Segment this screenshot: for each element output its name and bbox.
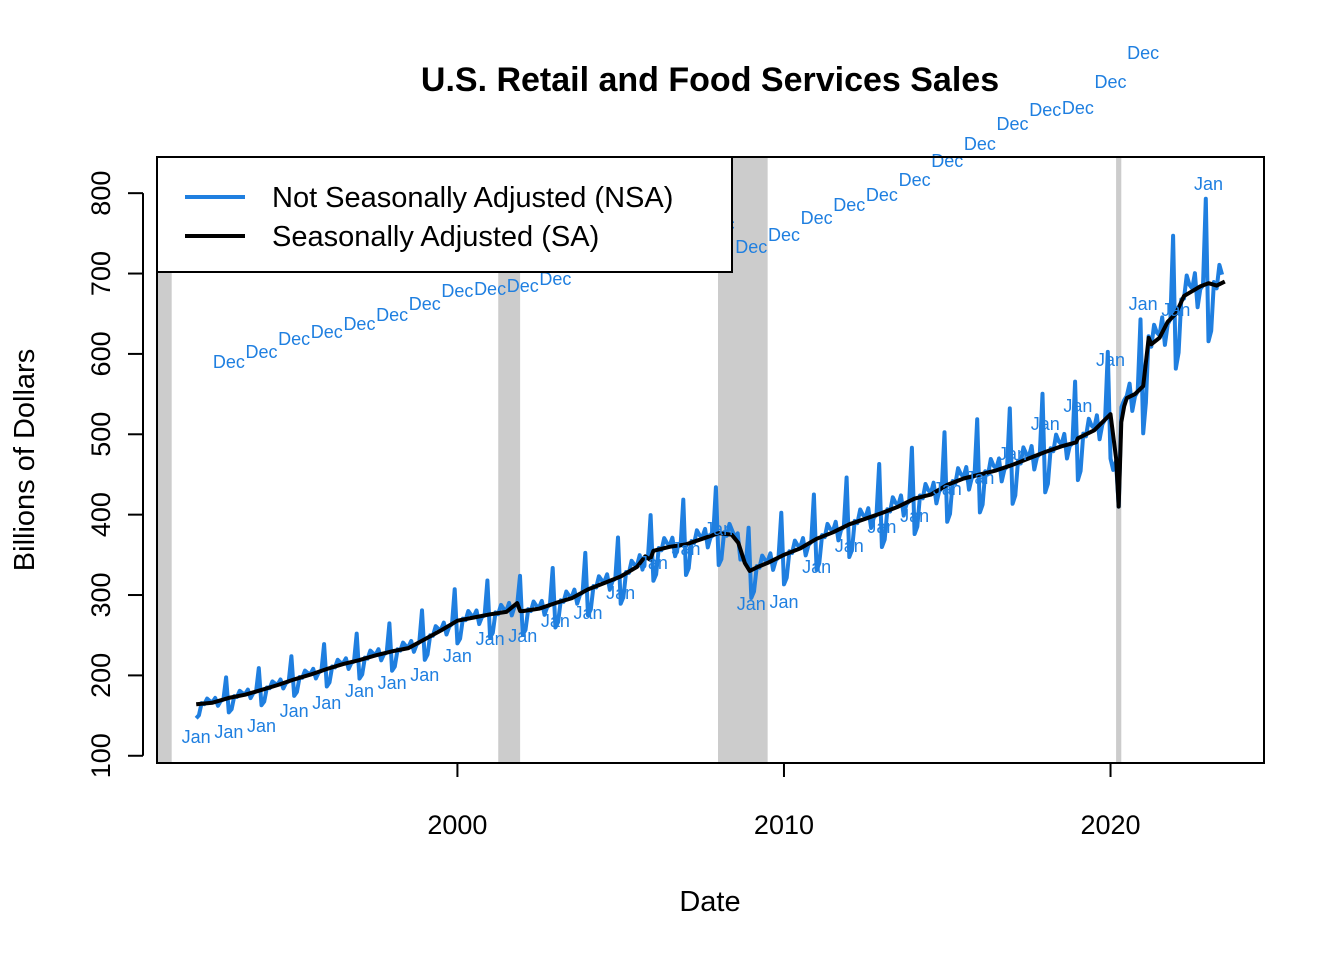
dec-label-2: Dec [245, 342, 277, 362]
legend-label-nsa: Not Seasonally Adjusted (NSA) [272, 182, 673, 214]
jan-label-30: Jan [1129, 294, 1158, 314]
jan-label-16: Jan [671, 539, 700, 559]
legend-box [156, 156, 733, 273]
sa-series-group [196, 279, 1226, 707]
jan-label-29: Jan [1096, 350, 1125, 370]
x-tick-label-2020: 2020 [1080, 810, 1140, 840]
dec-label-8: Dec [441, 281, 473, 301]
jan-label-10: Jan [476, 629, 505, 649]
jan-label-20: Jan [802, 557, 831, 577]
dec-label-10: Dec [507, 276, 539, 296]
jan-label-12: Jan [541, 611, 570, 631]
jan-label-28: Jan [1063, 396, 1092, 416]
jan-label-4: Jan [280, 701, 309, 721]
jan-label-27: Jan [1031, 414, 1060, 434]
jan-label-5: Jan [312, 693, 341, 713]
jan-label-1: Jan [182, 727, 211, 747]
dec-label-6: Dec [376, 305, 408, 325]
x-tick-label-2010: 2010 [754, 810, 814, 840]
jan-label-6: Jan [345, 681, 374, 701]
jan-label-13: Jan [574, 603, 603, 623]
jan-label-7: Jan [378, 673, 407, 693]
jan-label-18: Jan [737, 594, 766, 614]
y-tick-label-800: 800 [86, 171, 116, 216]
dec-label-25: Dec [997, 114, 1029, 134]
jan-label-2: Jan [214, 722, 243, 742]
jan-label-26: Jan [998, 444, 1027, 464]
jan-label-3: Jan [247, 716, 276, 736]
jan-label-15: Jan [639, 553, 668, 573]
dec-label-21: Dec [866, 185, 898, 205]
recession-band-1 [157, 157, 172, 763]
sa-series-line [196, 279, 1226, 707]
dec-label-26: Dec [1029, 100, 1061, 120]
x-axis: 2000 2010 2020 [427, 763, 1141, 840]
jan-label-17: Jan [704, 519, 733, 539]
jan-label-8: Jan [410, 665, 439, 685]
dec-label-11: Dec [539, 269, 571, 289]
y-tick-label-300: 300 [86, 572, 116, 617]
chart-title: U.S. Retail and Food Services Sales [421, 61, 999, 99]
legend: Not Seasonally Adjusted (NSA) Seasonally… [156, 156, 733, 273]
dec-label-18: Dec [768, 225, 800, 245]
dec-label-22: Dec [899, 170, 931, 190]
dec-label-20: Dec [833, 195, 865, 215]
jan-label-9: Jan [443, 646, 472, 666]
legend-label-sa: Seasonally Adjusted (SA) [272, 221, 599, 253]
y-tick-label-700: 700 [86, 251, 116, 296]
dec-label-27: Dec [1062, 98, 1094, 118]
y-axis: 100 200 300 400 500 600 700 800 [86, 171, 144, 778]
dec-label-1: Dec [213, 352, 245, 372]
y-tick-label-400: 400 [86, 492, 116, 537]
dec-label-5: Dec [343, 314, 375, 334]
jan-label-25: Jan [965, 468, 994, 488]
y-tick-label-500: 500 [86, 412, 116, 457]
dec-label-29: Dec [1127, 43, 1159, 63]
dec-label-24: Dec [964, 134, 996, 154]
jan-label-32: Jan [1194, 174, 1223, 194]
y-axis-label: Billions of Dollars [9, 349, 41, 571]
y-tick-label-600: 600 [86, 331, 116, 376]
dec-label-9: Dec [474, 279, 506, 299]
jan-label-22: Jan [867, 517, 896, 537]
jan-label-11: Jan [508, 626, 537, 646]
jan-label-21: Jan [835, 536, 864, 556]
x-tick-label-2000: 2000 [427, 810, 487, 840]
jan-label-14: Jan [606, 583, 635, 603]
dec-label-23: Dec [931, 151, 963, 171]
jan-label-23: Jan [900, 506, 929, 526]
dec-label-4: Dec [311, 322, 343, 342]
y-tick-label-100: 100 [86, 733, 116, 778]
jan-label-24: Jan [933, 479, 962, 499]
dec-label-17: Dec [735, 237, 767, 257]
dec-label-19: Dec [801, 208, 833, 228]
jan-label-31: Jan [1161, 300, 1190, 320]
jan-label-19: Jan [769, 592, 798, 612]
x-axis-label: Date [679, 886, 740, 918]
dec-label-7: Dec [409, 294, 441, 314]
dec-label-28: Dec [1095, 72, 1127, 92]
dec-label-3: Dec [278, 329, 310, 349]
y-tick-label-200: 200 [86, 653, 116, 698]
